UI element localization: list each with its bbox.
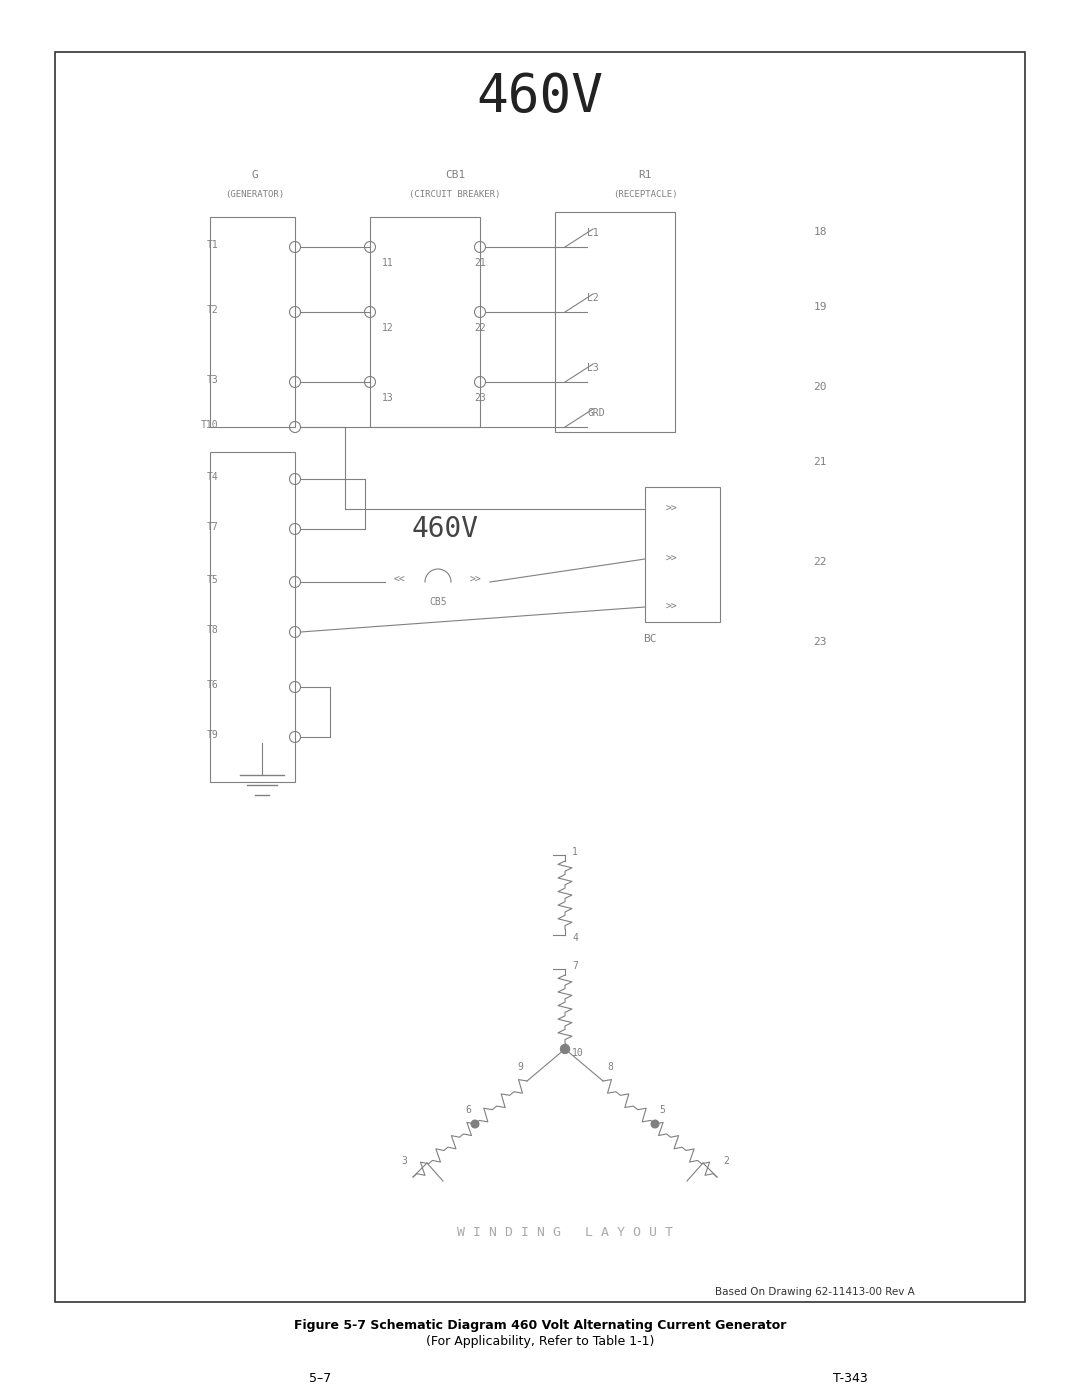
Text: L2: L2: [588, 293, 598, 303]
Text: (GENERATOR): (GENERATOR): [226, 190, 284, 198]
Text: 6: 6: [465, 1105, 471, 1115]
Text: >>: >>: [666, 555, 678, 564]
Text: 22: 22: [474, 323, 486, 332]
Text: W I N D I N G   L A Y O U T: W I N D I N G L A Y O U T: [457, 1225, 673, 1239]
Text: 2: 2: [723, 1155, 729, 1166]
Text: <<: <<: [394, 576, 406, 585]
Text: 4: 4: [572, 933, 578, 943]
FancyBboxPatch shape: [645, 488, 720, 622]
Text: 13: 13: [382, 393, 394, 402]
Text: 11: 11: [382, 258, 394, 268]
Text: GRD: GRD: [588, 408, 605, 418]
Text: >>: >>: [470, 576, 482, 585]
Text: G: G: [252, 170, 258, 180]
Text: 5: 5: [659, 1105, 665, 1115]
Text: 12: 12: [382, 323, 394, 332]
Text: 5–7: 5–7: [309, 1372, 332, 1386]
Text: 23: 23: [813, 637, 827, 647]
Text: T8: T8: [206, 624, 218, 636]
Text: L1: L1: [588, 228, 598, 237]
Text: L3: L3: [588, 363, 598, 373]
Text: >>: >>: [666, 602, 678, 612]
Circle shape: [561, 1045, 569, 1053]
Text: 1: 1: [572, 847, 578, 856]
FancyBboxPatch shape: [370, 217, 480, 427]
Text: CB1: CB1: [445, 170, 465, 180]
Text: T2: T2: [206, 305, 218, 314]
Text: 8: 8: [607, 1062, 612, 1071]
Text: T10: T10: [201, 420, 218, 430]
Text: BC: BC: [644, 634, 657, 644]
Text: T6: T6: [206, 680, 218, 690]
Text: >>: >>: [666, 504, 678, 514]
Text: Figure 5-7 Schematic Diagram 460 Volt Alternating Current Generator: Figure 5-7 Schematic Diagram 460 Volt Al…: [294, 1319, 786, 1331]
FancyBboxPatch shape: [210, 453, 295, 782]
Circle shape: [651, 1120, 659, 1127]
Text: 19: 19: [813, 302, 827, 312]
Text: T-343: T-343: [833, 1372, 867, 1386]
Text: T5: T5: [206, 576, 218, 585]
Text: 23: 23: [474, 393, 486, 402]
Text: (CIRCUIT BREAKER): (CIRCUIT BREAKER): [409, 190, 501, 198]
Text: T7: T7: [206, 522, 218, 532]
Text: 460V: 460V: [411, 515, 478, 543]
FancyBboxPatch shape: [55, 52, 1025, 1302]
Text: 3: 3: [401, 1155, 407, 1166]
Text: 22: 22: [813, 557, 827, 567]
Text: Based On Drawing 62-11413-00 Rev A: Based On Drawing 62-11413-00 Rev A: [715, 1287, 915, 1296]
FancyBboxPatch shape: [210, 217, 295, 427]
Text: 20: 20: [813, 381, 827, 393]
Text: CB5: CB5: [429, 597, 447, 608]
Text: T3: T3: [206, 374, 218, 386]
Text: 18: 18: [813, 226, 827, 237]
Text: 460V: 460V: [476, 71, 604, 123]
Text: 21: 21: [474, 258, 486, 268]
FancyBboxPatch shape: [555, 212, 675, 432]
Text: 7: 7: [572, 961, 578, 971]
Text: T4: T4: [206, 472, 218, 482]
Text: 9: 9: [517, 1062, 523, 1071]
Text: T1: T1: [206, 240, 218, 250]
Text: (RECEPTACLE): (RECEPTACLE): [612, 190, 677, 198]
Text: R1: R1: [638, 170, 651, 180]
Text: 10: 10: [572, 1048, 584, 1058]
Text: T9: T9: [206, 731, 218, 740]
Text: 21: 21: [813, 457, 827, 467]
Text: (For Applicability, Refer to Table 1-1): (For Applicability, Refer to Table 1-1): [426, 1336, 654, 1348]
Circle shape: [471, 1120, 478, 1127]
